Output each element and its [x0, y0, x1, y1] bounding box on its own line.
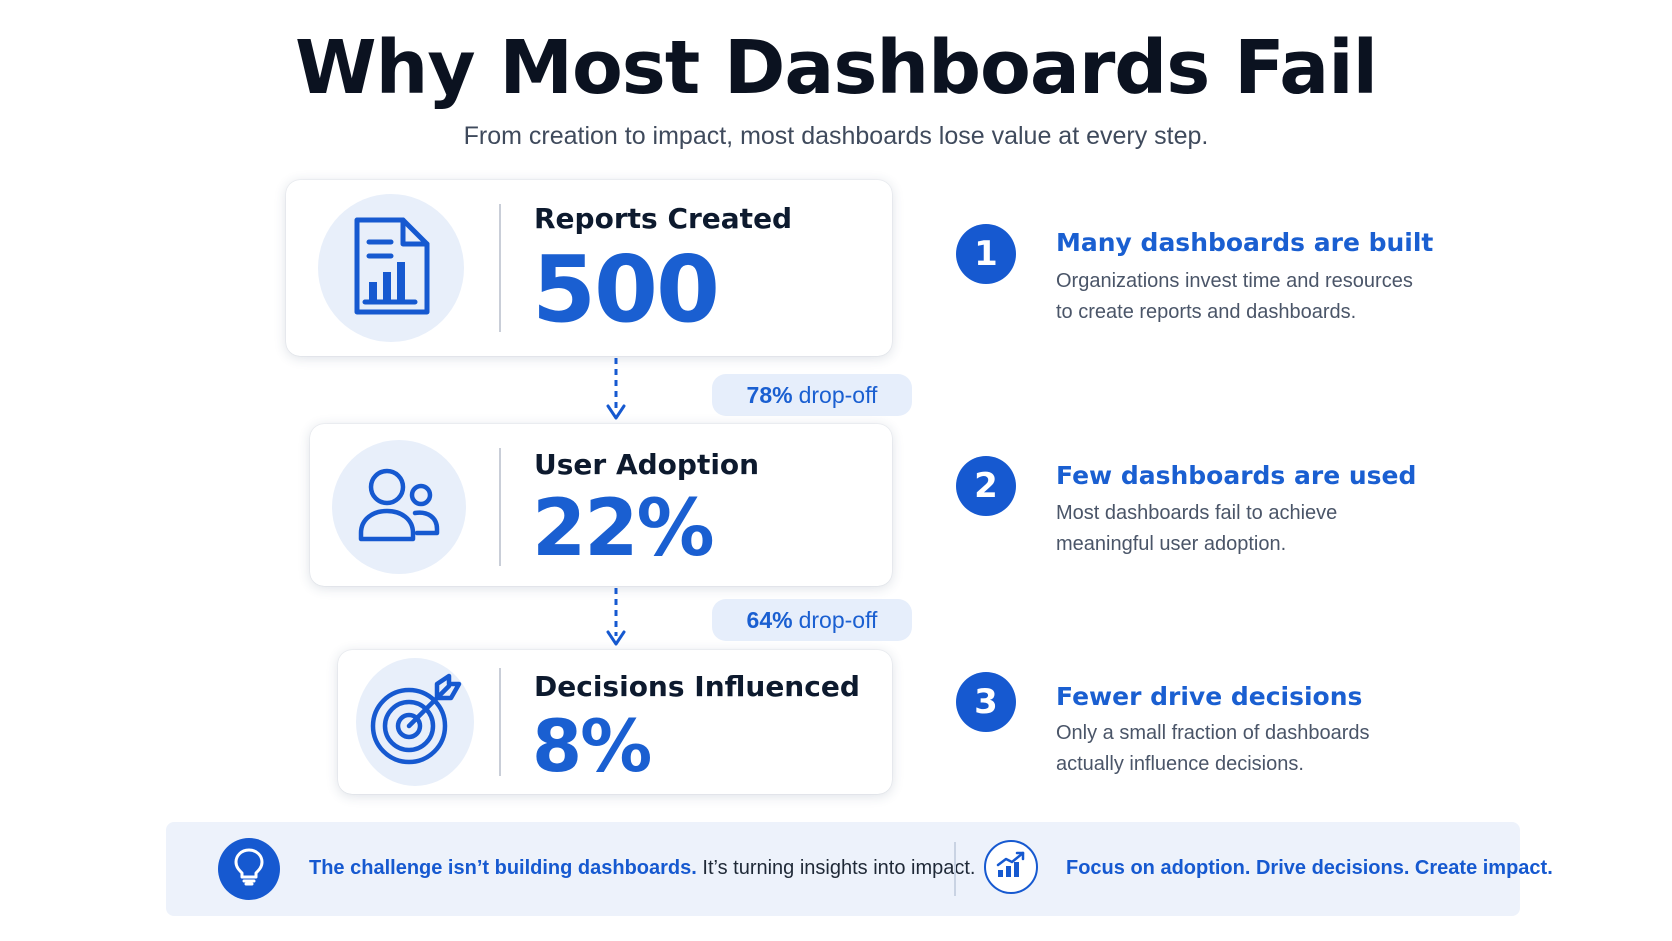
funnel-card-reports-created: Reports Created 500 — [286, 180, 892, 356]
lightbulb-icon — [234, 848, 264, 891]
report-chart-icon — [351, 216, 431, 321]
step-description-line: to create reports and dashboards. — [1056, 301, 1357, 323]
stage-label: Decisions Influenced — [534, 670, 860, 703]
step-description-line: Organizations invest time and resources — [1056, 270, 1413, 292]
step-title: Fewer drive decisions — [1056, 682, 1363, 711]
dropoff-badge: 64% drop-off — [712, 599, 912, 641]
growth-chart-icon — [995, 851, 1027, 884]
icon-background — [332, 440, 466, 574]
step-description-line: meaningful user adoption. — [1056, 533, 1287, 555]
down-arrow-icon — [606, 588, 626, 646]
banner-divider — [954, 842, 956, 896]
step-description: Most dashboards fail to achieve meaningf… — [1056, 498, 1456, 560]
card-divider — [499, 448, 501, 566]
funnel-card-decisions-influenced: Decisions Influenced 8% — [338, 650, 892, 794]
lightbulb-icon-circle — [218, 838, 280, 900]
step-title: Many dashboards are built — [1056, 228, 1434, 257]
icon-background — [356, 658, 474, 786]
step-number-badge: 2 — [956, 456, 1016, 516]
banner-challenge-strong: The challenge isn’t building dashboards. — [309, 857, 697, 879]
step-description-line: Most dashboards fail to achieve — [1056, 502, 1338, 524]
dropoff-percent: 64% — [746, 606, 793, 633]
stage-label: User Adoption — [534, 448, 760, 481]
down-arrow-icon — [606, 358, 626, 420]
card-divider — [499, 204, 501, 332]
step-description: Organizations invest time and resources … — [1056, 266, 1456, 328]
step-description-line: Only a small fraction of dashboards — [1056, 722, 1370, 744]
growth-chart-icon-circle — [984, 840, 1038, 894]
card-divider — [499, 668, 501, 776]
dropoff-text: drop-off — [798, 606, 878, 633]
stage-value: 500 — [532, 236, 720, 343]
stage-value: 22% — [532, 484, 715, 574]
target-icon — [367, 672, 463, 773]
page-title: Why Most Dashboards Fail — [295, 25, 1378, 111]
users-icon — [357, 467, 441, 548]
step-title: Few dashboards are used — [1056, 461, 1417, 490]
banner-tagline: Focus on adoption. Drive decisions. Crea… — [1066, 857, 1553, 879]
stage-label: Reports Created — [534, 202, 793, 235]
banner-challenge: The challenge isn’t building dashboards.… — [309, 857, 976, 880]
dropoff-badge: 78% drop-off — [712, 374, 912, 416]
dropoff-percent: 78% — [746, 381, 793, 408]
dropoff-text: drop-off — [798, 381, 878, 408]
step-description-line: actually influence decisions. — [1056, 753, 1304, 775]
icon-background — [318, 194, 464, 342]
step-description: Only a small fraction of dashboards actu… — [1056, 718, 1456, 780]
funnel-card-user-adoption: User Adoption 22% — [310, 424, 892, 586]
banner-challenge-rest: It’s turning insights into impact. — [702, 857, 976, 879]
step-number-badge: 3 — [956, 672, 1016, 732]
stage-value: 8% — [532, 704, 652, 788]
step-number-badge: 1 — [956, 224, 1016, 284]
page-subtitle: From creation to impact, most dashboards… — [463, 122, 1209, 150]
bottom-banner: The challenge isn’t building dashboards.… — [166, 822, 1553, 916]
